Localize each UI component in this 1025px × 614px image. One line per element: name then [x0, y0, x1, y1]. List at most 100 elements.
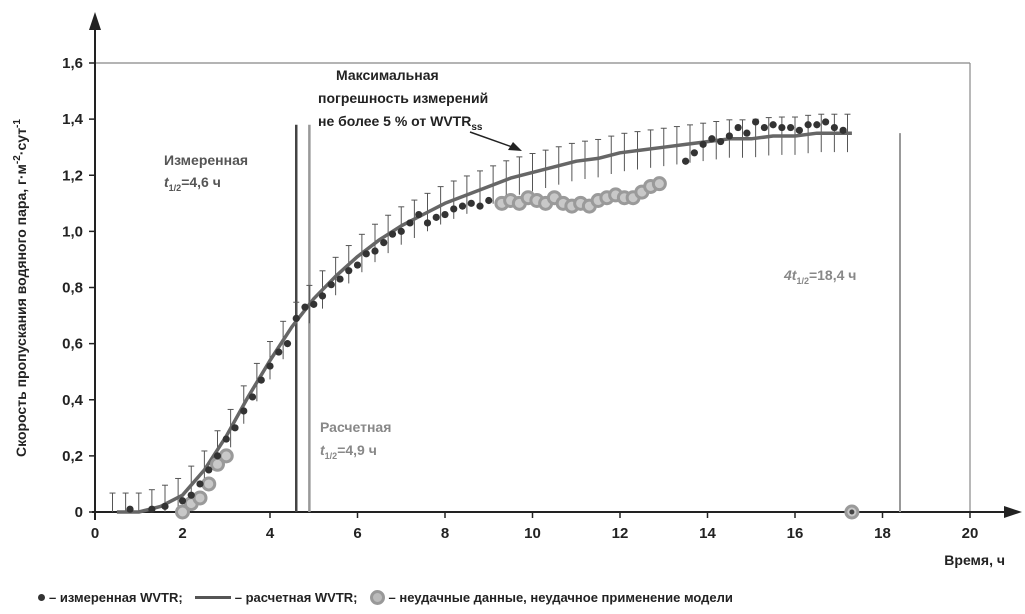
failed-point	[175, 504, 190, 520]
x-tick-label: 16	[787, 525, 804, 542]
measured-point	[310, 300, 318, 308]
measured-point	[725, 132, 733, 140]
measured-point	[318, 292, 327, 300]
measured-point	[283, 340, 292, 348]
x-tick-label: 14	[699, 525, 716, 542]
y-tick-label: 1,0	[62, 223, 83, 240]
measured-point	[397, 227, 405, 235]
y-tick-label: 1,4	[62, 111, 84, 128]
failed-point	[201, 476, 217, 492]
measured-half-value: t1/2=4,6 ч	[164, 174, 221, 193]
measured-point	[813, 121, 821, 129]
measured-point	[213, 452, 222, 460]
measured-point	[682, 157, 690, 165]
reference-lines	[295, 124, 901, 512]
measured-point	[708, 135, 716, 143]
max-error-line1: Максимальная	[336, 67, 439, 83]
four-half-value: 4t1/2=18,4 ч	[783, 267, 856, 286]
measured-point	[830, 123, 838, 132]
measured-point	[476, 202, 484, 210]
measured-point	[423, 219, 432, 227]
failed-point	[651, 176, 667, 192]
calculated-half-line1: Расчетная	[320, 419, 391, 435]
measured-point	[266, 362, 274, 370]
legend-measured-marker	[38, 594, 45, 601]
chart: 0 0,2 0,4 0,6 0,8 1,0 1,2 1,4 1,6 0 2 4 6 8 10 12 14 16 1…	[12, 12, 1022, 568]
x-tick-label: 10	[524, 525, 541, 542]
measured-point	[769, 121, 777, 129]
measured-point	[248, 393, 257, 401]
four-half-annotation: 4t1/2=18,4 ч	[783, 267, 856, 286]
y-ticks: 0 0,2 0,4 0,6 0,8 1,0 1,2 1,4 1,6	[62, 55, 95, 521]
measured-point	[485, 196, 493, 205]
y-tick-label: 0	[75, 504, 83, 521]
measured-point	[450, 205, 458, 213]
legend: – измеренная WVTR; – расчетная WVTR; – н…	[38, 590, 1023, 605]
max-error-annotation: Максимальная погрешность измерений не бо…	[318, 67, 522, 151]
measured-point	[734, 123, 742, 132]
measured-point	[196, 480, 204, 488]
measured-point	[292, 314, 300, 322]
y-axis-title: Скорость пропускания водяного пара, г·м-…	[12, 119, 29, 457]
measured-point	[148, 505, 156, 513]
measured-point	[760, 123, 768, 132]
measured-point	[205, 466, 213, 474]
measured-point	[231, 424, 239, 432]
measured-point	[275, 348, 283, 356]
x-tick-label: 6	[353, 525, 361, 542]
measured-point	[336, 275, 344, 283]
max-error-arrow	[469, 131, 516, 149]
y-tick-label: 1,2	[62, 167, 83, 184]
calculated-half-annotation: Расчетная t1/2=4,9 ч	[320, 419, 391, 461]
measured-point	[787, 123, 795, 132]
measured-point	[839, 126, 847, 134]
measured-point	[752, 118, 760, 126]
measured-point	[353, 261, 362, 269]
legend-measured-label: – измеренная WVTR;	[49, 590, 183, 605]
x-ticks: 0 2 4 6 8 10 12 14 16 18 20	[91, 512, 978, 542]
plot-frame	[95, 62, 971, 512]
measured-point	[161, 502, 169, 510]
x-tick-label: 8	[441, 525, 449, 542]
measured-point	[345, 267, 353, 275]
measured-point	[458, 202, 467, 210]
measured-point	[327, 281, 335, 289]
measured-point	[380, 239, 388, 247]
measured-point	[432, 213, 440, 221]
measured-point	[690, 149, 698, 157]
measured-point	[778, 123, 786, 132]
measured-point	[795, 126, 803, 134]
y-tick-label: 1,6	[62, 55, 83, 72]
legend-calculated-label: – расчетная WVTR;	[234, 590, 358, 605]
x-tick-label: 4	[266, 525, 275, 542]
legend-failed-label: – неудачные данные, неудачное применение…	[388, 590, 733, 605]
calculated-half-value: t1/2=4,9 ч	[320, 442, 377, 461]
measured-point	[187, 491, 195, 499]
legend-failed-marker	[369, 590, 385, 605]
measured-point	[240, 407, 248, 415]
measured-point	[388, 230, 397, 238]
failed-point	[192, 490, 208, 506]
x-tick-label: 18	[874, 525, 891, 542]
measured-half-annotation: Измеренная t1/2=4,6 ч	[164, 152, 248, 193]
measured-point	[467, 199, 475, 207]
x-tick-label: 2	[178, 525, 186, 542]
measured-points	[126, 118, 847, 513]
measured-point	[371, 247, 379, 255]
x-axis-title: Время, ч	[944, 552, 1005, 568]
x-tick-label: 12	[612, 525, 629, 542]
measured-point	[441, 210, 449, 219]
measured-point	[699, 140, 707, 148]
failed-point-center	[849, 509, 855, 515]
measured-point	[415, 210, 423, 219]
legend-calculated-marker	[194, 596, 231, 599]
measured-point	[406, 219, 414, 227]
measured-point	[822, 118, 830, 126]
x-tick-label: 0	[91, 525, 99, 542]
measured-point	[804, 121, 812, 129]
measured-point	[743, 129, 751, 137]
measured-half-line1: Измеренная	[164, 152, 248, 168]
measured-point	[126, 505, 134, 513]
measured-point	[257, 376, 265, 384]
max-error-line2: погрешность измерений	[318, 90, 488, 106]
